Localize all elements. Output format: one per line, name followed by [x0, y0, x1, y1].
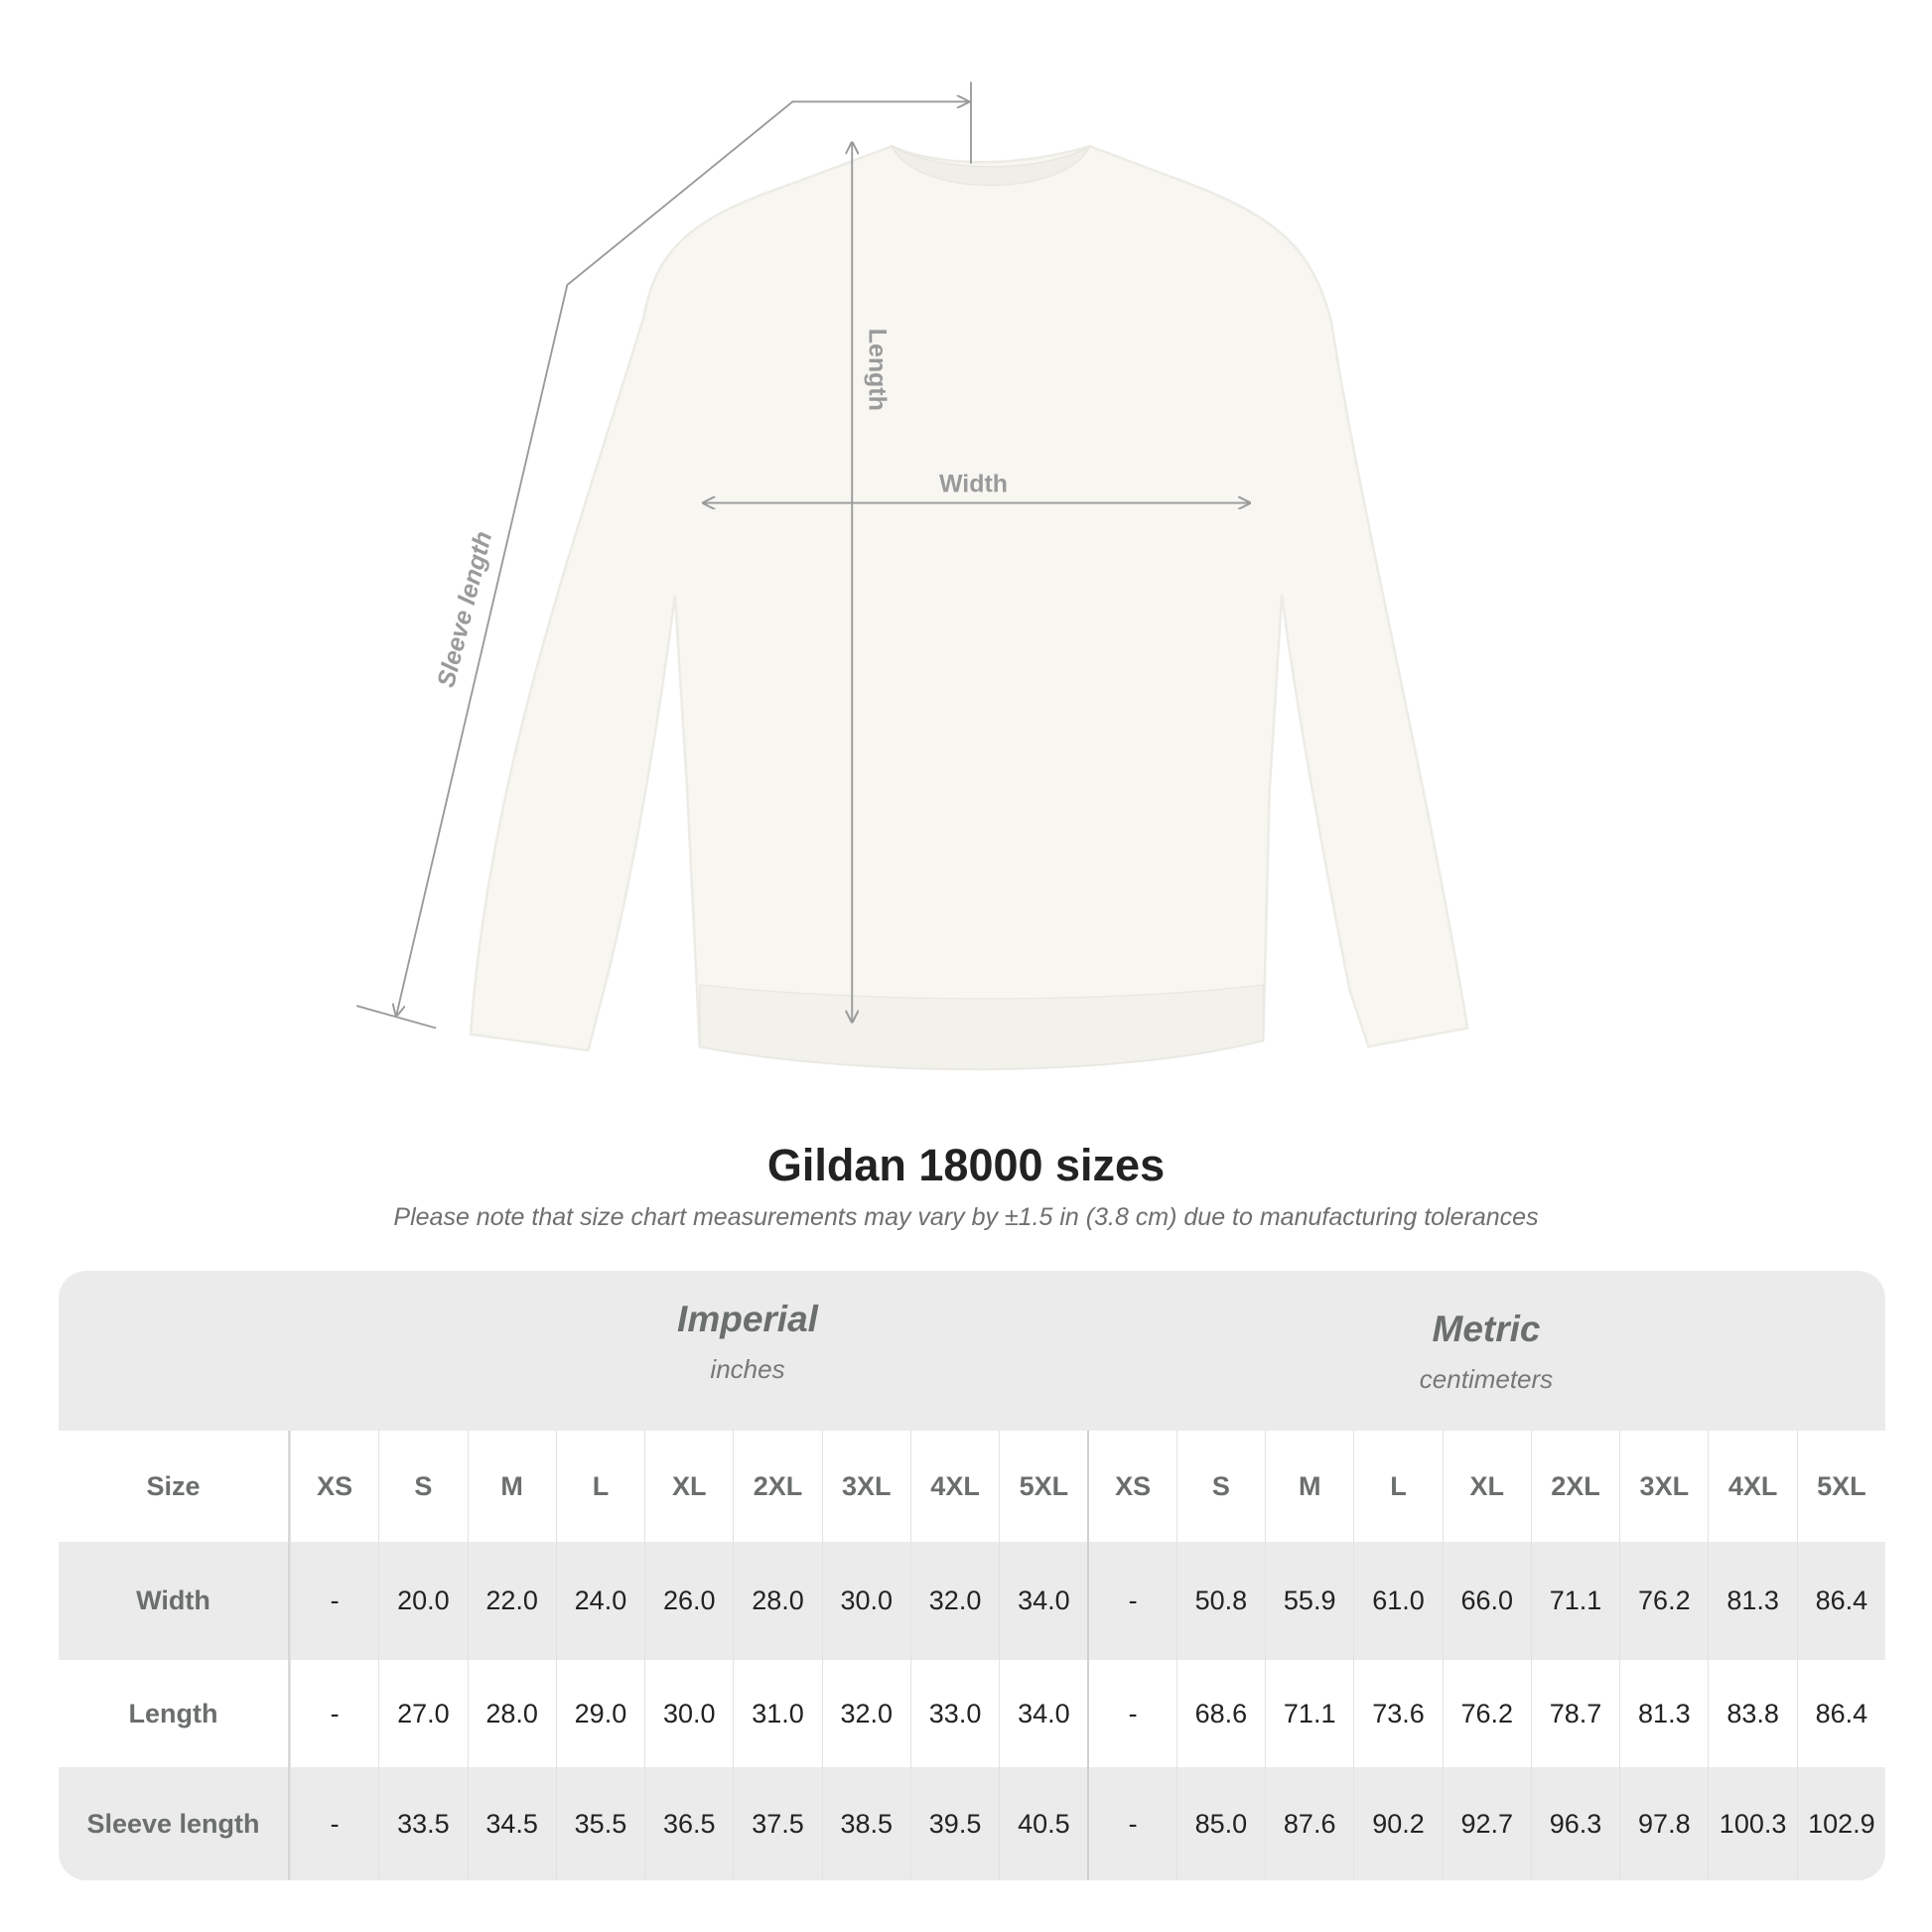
metric-value: 78.7 [1530, 1660, 1619, 1767]
metric-value: 55.9 [1265, 1542, 1353, 1660]
metric-size-l: L [1353, 1431, 1442, 1542]
imperial-size-4xl: 4XL [909, 1431, 999, 1542]
length-label: Length [864, 329, 892, 411]
imperial-value: 29.0 [555, 1660, 644, 1767]
metric-value: - [1087, 1542, 1175, 1660]
metric-size-5xl: 5XL [1796, 1431, 1885, 1542]
metric-size-xs: XS [1087, 1431, 1175, 1542]
size-label: Size [59, 1431, 290, 1542]
imperial-value: 34.0 [999, 1660, 1087, 1767]
size-table: Imperial inches Metric centimeters Size X… [59, 1271, 1885, 1880]
metric-header: Metric centimeters [1087, 1309, 1885, 1395]
imperial-value: - [289, 1767, 378, 1880]
imperial-value: 33.0 [909, 1660, 999, 1767]
imperial-title: Imperial [677, 1299, 818, 1339]
metric-value: 50.8 [1175, 1542, 1265, 1660]
measurement-lines [356, 81, 1249, 1030]
metric-size-xl: XL [1442, 1431, 1531, 1542]
imperial-value: 37.5 [733, 1767, 821, 1880]
metric-value: 92.7 [1442, 1767, 1531, 1880]
imperial-value: 39.5 [909, 1767, 999, 1880]
imperial-value: 36.5 [644, 1767, 733, 1880]
imperial-size-xl: XL [644, 1431, 733, 1542]
row-label: Length [59, 1660, 290, 1767]
metric-value: 83.8 [1708, 1660, 1796, 1767]
sleeve-length-label: Sleeve length [432, 528, 497, 690]
size-header-row: Size XS S M L XL 2XL 3XL 4XL 5XL XS S M L XL 2XL 3XL 4XL 5… [59, 1431, 1885, 1542]
metric-value: 87.6 [1265, 1767, 1353, 1880]
sweatshirt-image [469, 144, 1469, 1071]
metric-size-s: S [1175, 1431, 1265, 1542]
imperial-value: 34.5 [467, 1767, 556, 1880]
imperial-size-xs: XS [289, 1431, 378, 1542]
metric-value: 85.0 [1175, 1767, 1265, 1880]
imperial-value: 27.0 [378, 1660, 467, 1767]
imperial-value: 34.0 [999, 1542, 1087, 1660]
metric-size-4xl: 4XL [1708, 1431, 1796, 1542]
imperial-value: 22.0 [467, 1542, 556, 1660]
imperial-header: Imperial inches [348, 1299, 1147, 1385]
metric-value: 71.1 [1265, 1660, 1353, 1767]
imperial-value: 35.5 [555, 1767, 644, 1880]
imperial-value: - [289, 1542, 378, 1660]
imperial-size-s: S [378, 1431, 467, 1542]
table-row: Length -27.0 28.0 29.0 30.0 31.0 32.0 33.0 34.0-… [59, 1660, 1885, 1767]
metric-value: 100.3 [1708, 1767, 1796, 1880]
imperial-value: 32.0 [909, 1542, 999, 1660]
imperial-value: 28.0 [467, 1660, 556, 1767]
imperial-size-2xl: 2XL [733, 1431, 821, 1542]
metric-size-m: M [1265, 1431, 1353, 1542]
imperial-value: 24.0 [555, 1542, 644, 1660]
metric-value: - [1087, 1660, 1175, 1767]
sweatshirt-diagram: Length Width Sleeve length [356, 81, 1469, 1071]
imperial-size-l: L [555, 1431, 644, 1542]
metric-size-3xl: 3XL [1619, 1431, 1708, 1542]
metric-value: - [1087, 1767, 1175, 1880]
metric-value: 81.3 [1619, 1660, 1708, 1767]
table-row: Sleeve length -33.5 34.5 35.5 36.5 37.5 38.5 39… [59, 1767, 1885, 1880]
width-label: Width [939, 470, 1008, 497]
imperial-value: 33.5 [378, 1767, 467, 1880]
metric-value: 73.6 [1353, 1660, 1442, 1767]
imperial-value: 38.5 [821, 1767, 910, 1880]
metric-value: 76.2 [1619, 1542, 1708, 1660]
imperial-value: 40.5 [999, 1767, 1087, 1880]
imperial-value: 28.0 [733, 1542, 821, 1660]
metric-value: 68.6 [1175, 1660, 1265, 1767]
imperial-value: 32.0 [821, 1660, 910, 1767]
metric-value: 90.2 [1353, 1767, 1442, 1880]
page-title: Gildan 18000 sizes [766, 1140, 1166, 1190]
imperial-value: 26.0 [644, 1542, 733, 1660]
metric-value: 81.3 [1708, 1542, 1796, 1660]
imperial-size-5xl: 5XL [999, 1431, 1087, 1542]
metric-value: 66.0 [1442, 1542, 1531, 1660]
metric-value: 86.4 [1796, 1542, 1885, 1660]
imperial-size-3xl: 3XL [821, 1431, 910, 1542]
metric-value: 86.4 [1796, 1660, 1885, 1767]
imperial-value: 20.0 [378, 1542, 467, 1660]
metric-value: 61.0 [1353, 1542, 1442, 1660]
metric-value: 96.3 [1530, 1767, 1619, 1880]
metric-value: 71.1 [1530, 1542, 1619, 1660]
imperial-value: 31.0 [733, 1660, 821, 1767]
metric-value: 102.9 [1796, 1767, 1885, 1880]
imperial-value: 30.0 [821, 1542, 910, 1660]
metric-value: 97.8 [1619, 1767, 1708, 1880]
metric-unit: centimeters [1419, 1364, 1554, 1394]
imperial-unit: inches [710, 1354, 785, 1384]
metric-size-2xl: 2XL [1530, 1431, 1619, 1542]
row-label: Width [59, 1542, 290, 1660]
row-label: Sleeve length [59, 1767, 290, 1880]
imperial-value: 30.0 [644, 1660, 733, 1767]
imperial-value: - [289, 1660, 378, 1767]
metric-title: Metric [1432, 1309, 1541, 1349]
table-row: Width -20.0 22.0 24.0 26.0 28.0 30.0 32.0 34.0-5… [59, 1542, 1885, 1660]
imperial-size-m: M [467, 1431, 556, 1542]
sleeve-arrow [396, 101, 968, 1016]
tolerance-note: Please note that size chart measurements… [393, 1203, 1539, 1231]
table-header-band: Imperial inches Metric centimeters [59, 1271, 1885, 1431]
metric-value: 76.2 [1442, 1660, 1531, 1767]
